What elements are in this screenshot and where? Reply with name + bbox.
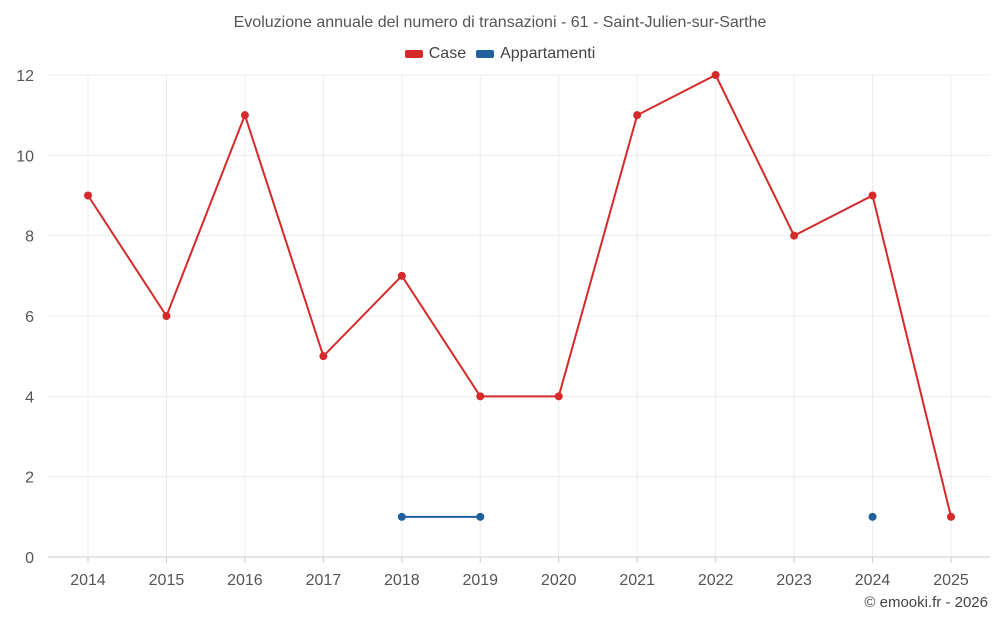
x-tick-label: 2025 bbox=[933, 572, 969, 589]
chart-title: Evoluzione annuale del numero di transaz… bbox=[233, 14, 767, 31]
data-point-case bbox=[868, 191, 877, 200]
x-tick-label: 2014 bbox=[70, 572, 106, 589]
credit: © emooki.fr - 2026 bbox=[864, 594, 988, 611]
chart-legend: Case Appartamenti bbox=[0, 45, 1000, 63]
data-point-case bbox=[790, 231, 799, 240]
data-point-case bbox=[397, 271, 406, 280]
x-tick-label: 2022 bbox=[698, 572, 734, 589]
x-tick-label: 2021 bbox=[619, 572, 655, 589]
data-point-case bbox=[633, 111, 642, 120]
legend-label-case: Case bbox=[428, 45, 467, 62]
y-tick-label: 8 bbox=[25, 229, 34, 246]
x-tick-label: 2016 bbox=[227, 572, 263, 589]
data-point-appartamenti bbox=[397, 512, 406, 521]
y-tick-label: 6 bbox=[25, 309, 34, 326]
x-tick-label: 2015 bbox=[149, 572, 185, 589]
y-tick-label: 4 bbox=[25, 389, 34, 406]
legend-item-case[interactable]: Case bbox=[404, 45, 467, 63]
data-point-case bbox=[240, 111, 249, 120]
y-tick-label: 12 bbox=[16, 68, 34, 85]
data-point-appartamenti bbox=[868, 512, 877, 521]
legend-swatch-appartamenti bbox=[476, 50, 495, 58]
x-tick-label: 2020 bbox=[541, 572, 577, 589]
x-tick-label: 2024 bbox=[855, 572, 891, 589]
y-tick-label: 10 bbox=[16, 148, 34, 165]
legend-label-appartamenti: Appartamenti bbox=[500, 45, 596, 62]
x-tick-label: 2018 bbox=[384, 572, 420, 589]
x-tick-label: 2023 bbox=[776, 572, 812, 589]
data-point-case bbox=[476, 392, 485, 401]
x-tick-label: 2019 bbox=[462, 572, 498, 589]
data-point-case bbox=[162, 312, 171, 320]
data-point-case bbox=[84, 191, 92, 200]
legend-swatch-case bbox=[404, 50, 423, 58]
data-point-case bbox=[711, 71, 720, 79]
x-tick-label: 2017 bbox=[306, 572, 342, 589]
data-point-case bbox=[319, 352, 328, 361]
series-line-case bbox=[87, 73, 952, 518]
y-tick-label: 0 bbox=[25, 550, 34, 567]
data-point-case bbox=[947, 512, 955, 521]
data-point-appartamenti bbox=[476, 512, 485, 521]
y-tick-label: 2 bbox=[25, 470, 34, 487]
legend-item-appartamenti[interactable]: Appartamenti bbox=[476, 45, 595, 63]
data-point-case bbox=[554, 392, 563, 401]
